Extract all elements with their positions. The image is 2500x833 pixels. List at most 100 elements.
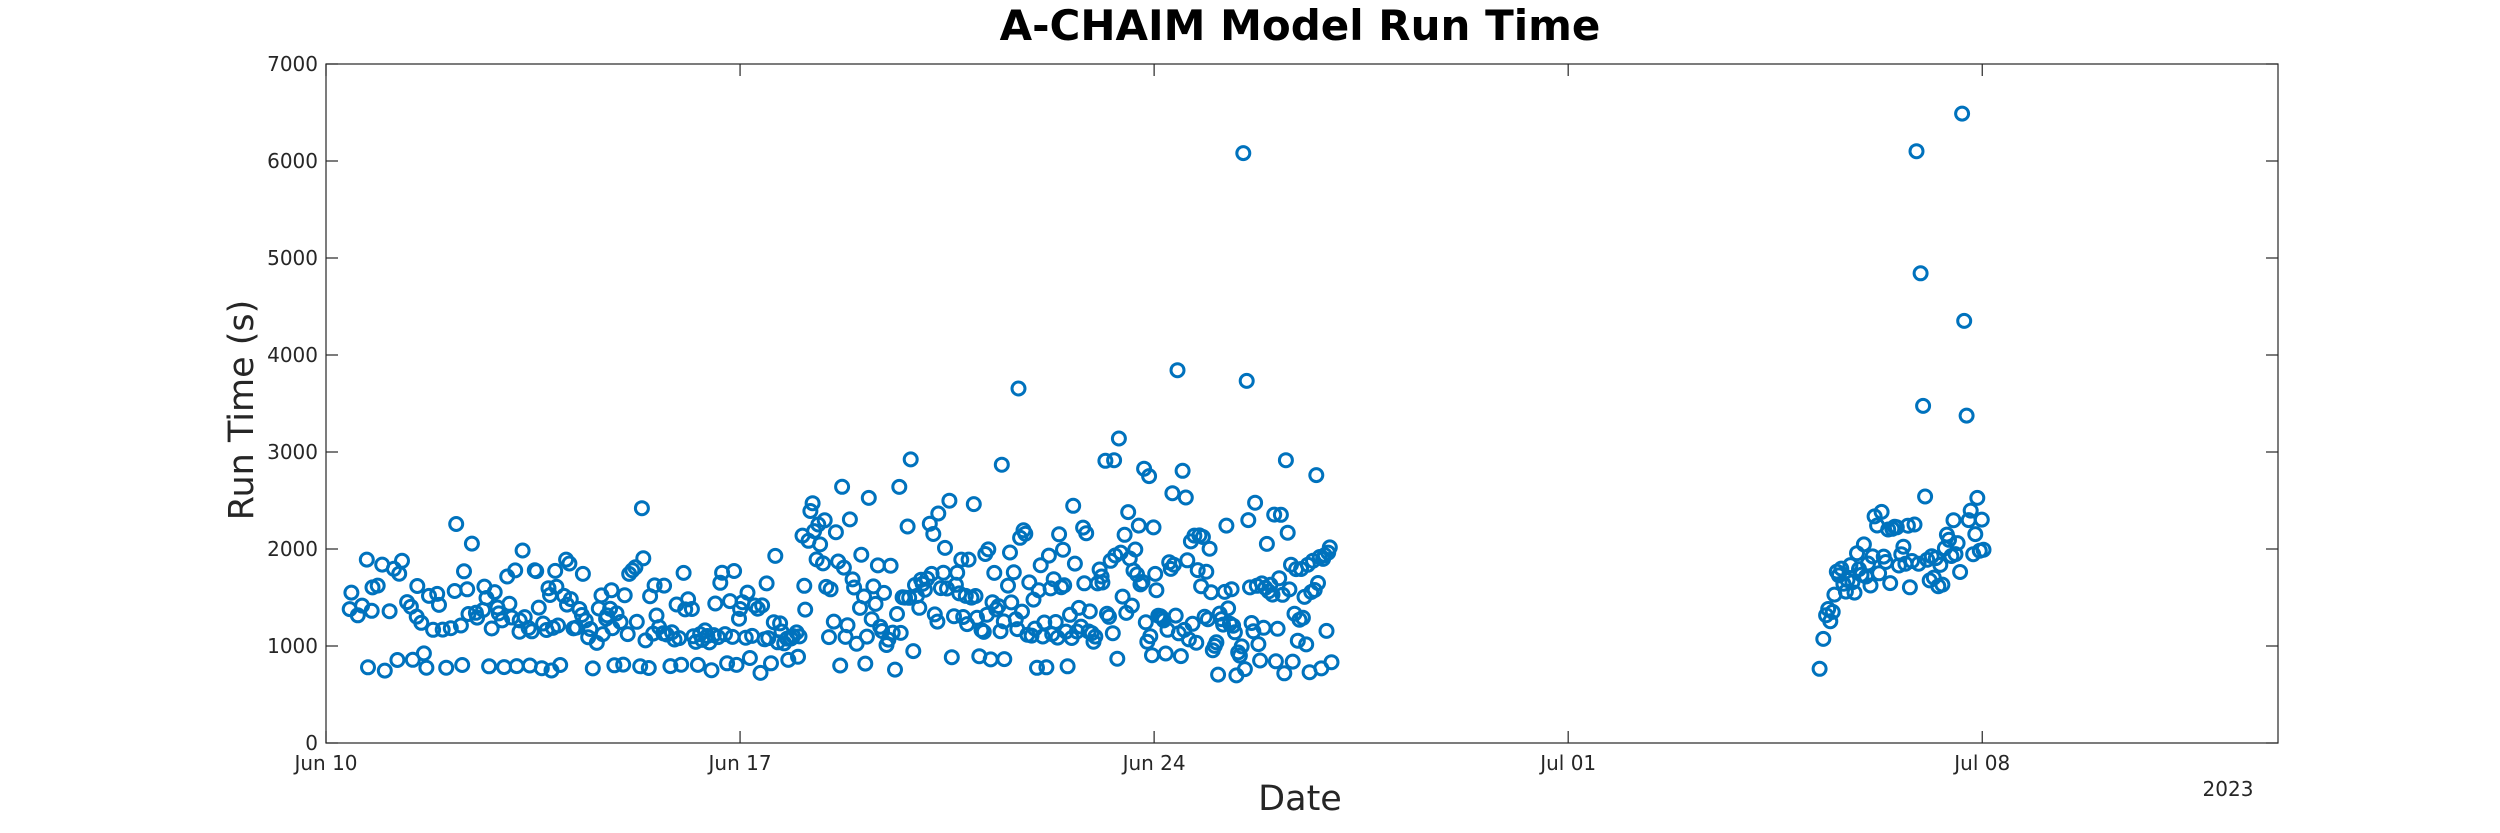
data-point (1873, 503, 1890, 520)
data-point (1250, 636, 1267, 653)
data-point (1247, 494, 1264, 511)
data-point (1846, 584, 1863, 601)
data-point (429, 585, 446, 602)
data-point (1233, 638, 1250, 655)
data-point (1882, 575, 1899, 592)
data-point (1147, 565, 1164, 582)
data-point (796, 577, 813, 594)
data-point (858, 628, 875, 645)
data-point (1137, 614, 1154, 631)
data-point (1059, 658, 1076, 675)
data-point (507, 562, 524, 579)
data-point (1236, 661, 1253, 678)
data-point (1215, 616, 1232, 633)
data-point (1226, 624, 1243, 641)
data-point (816, 512, 833, 529)
data-point (1010, 380, 1027, 397)
data-point (677, 601, 694, 618)
data-point (1114, 588, 1131, 605)
data-point (1116, 526, 1133, 543)
data-point (876, 584, 892, 601)
data-point (889, 606, 905, 622)
data-point (1934, 576, 1951, 593)
data-point (905, 643, 922, 660)
data-point (911, 599, 928, 616)
data-point (360, 659, 376, 676)
data-point (533, 660, 550, 677)
data-point (1032, 557, 1049, 574)
data-point (791, 628, 808, 645)
data-point (825, 613, 842, 630)
data-point (1029, 659, 1045, 676)
data-point (1294, 609, 1311, 626)
data-point (1164, 485, 1181, 502)
data-point (363, 602, 380, 619)
data-point (1258, 535, 1275, 552)
data-point (857, 655, 874, 672)
data-point (1093, 568, 1110, 585)
data-point (1958, 407, 1975, 424)
data-point (797, 601, 814, 618)
data-point (707, 595, 724, 612)
data-point (409, 578, 426, 594)
plot-box (325, 63, 2279, 744)
data-point (389, 652, 406, 668)
y-tick-label: 4000 (267, 343, 318, 367)
data-point (1021, 574, 1038, 591)
data-point (1179, 552, 1196, 569)
data-point (635, 550, 652, 567)
data-point (1120, 504, 1137, 521)
data-point (1165, 556, 1182, 573)
data-point (926, 606, 943, 623)
data-point (514, 542, 531, 559)
data-point (1308, 467, 1325, 484)
data-point (754, 597, 771, 614)
data-point (452, 617, 469, 634)
data-point (1141, 468, 1158, 485)
data-point (1110, 430, 1127, 447)
data-point (460, 606, 477, 622)
data-point (1055, 541, 1071, 558)
data-point (848, 635, 865, 652)
data-point (1157, 645, 1174, 662)
data-point (671, 630, 688, 647)
data-point (1272, 506, 1289, 523)
data-point (394, 552, 410, 569)
data-point (882, 557, 899, 574)
data-point (1123, 597, 1140, 614)
data-point (1014, 603, 1030, 620)
data-point (1142, 628, 1159, 645)
data-point (1083, 625, 1100, 642)
data-point (1051, 526, 1068, 543)
y-tick-label: 7000 (267, 52, 318, 76)
data-point (632, 658, 649, 675)
data-point (834, 478, 851, 495)
data-point (1267, 653, 1284, 670)
data-point (523, 623, 540, 640)
data-point (574, 565, 591, 582)
data-point (1218, 517, 1235, 534)
data-point (1973, 511, 1990, 528)
data-point (1824, 603, 1841, 620)
data-point (1915, 397, 1932, 414)
data-point (646, 577, 663, 594)
data-point (612, 614, 629, 630)
x-axis-year-label: 2023 (2203, 777, 2254, 801)
data-point (1252, 652, 1269, 669)
data-point (980, 541, 997, 558)
data-point (1194, 529, 1211, 545)
data-point (1871, 565, 1888, 582)
data-point (1947, 546, 1964, 563)
data-point (1169, 362, 1186, 379)
data-point (916, 581, 933, 598)
data-point (1106, 452, 1123, 469)
data-point (925, 526, 942, 542)
data-point (996, 651, 1013, 668)
data-point (689, 656, 706, 673)
data-point (1223, 581, 1240, 598)
data-point (741, 650, 758, 666)
data-point (860, 489, 877, 506)
y-tick-label: 0 (305, 731, 318, 755)
x-tick-label: Jun 24 (1121, 751, 1186, 775)
